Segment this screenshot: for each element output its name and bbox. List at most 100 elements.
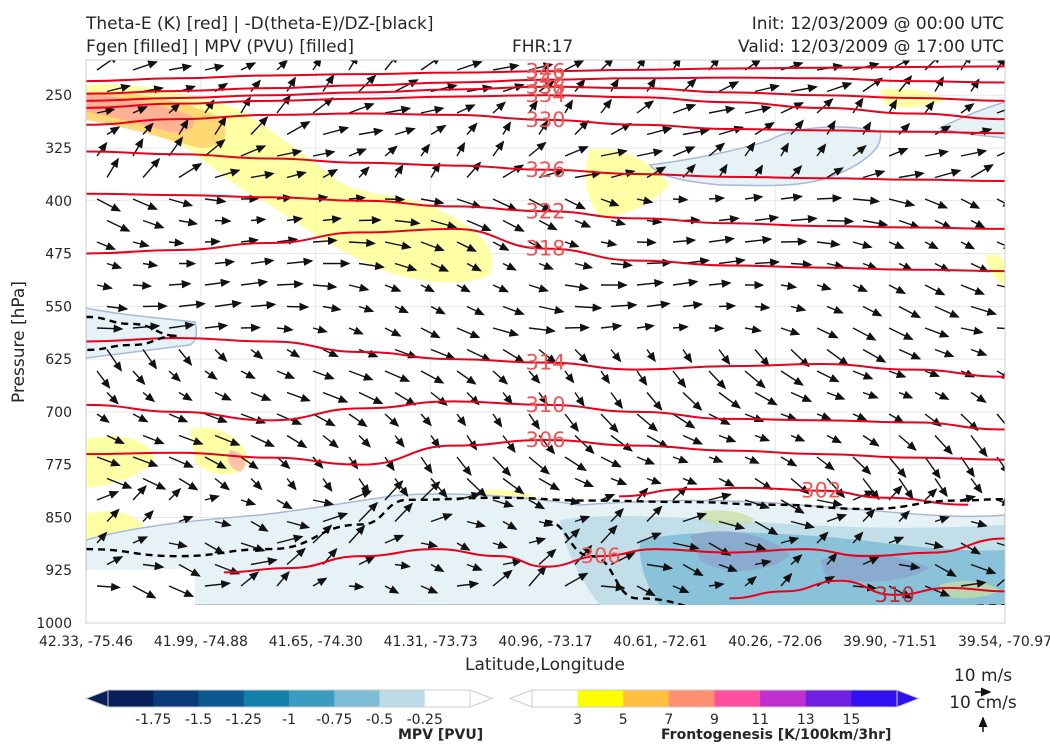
- wind-arrow: [528, 565, 547, 587]
- wind-arrow: [492, 284, 510, 293]
- wind-arrow: [718, 349, 731, 366]
- wind-arrow: [744, 325, 762, 334]
- theta-e-contour: [86, 400, 1005, 431]
- theta-e-label: 342: [525, 68, 565, 92]
- wind-arrow: [204, 580, 231, 589]
- wind-arrow: [286, 302, 310, 312]
- wind-arrow: [996, 571, 1005, 587]
- wind-arrow: [384, 145, 398, 157]
- mpv-tick-label: -1: [282, 712, 296, 728]
- wind-arrow: [178, 349, 193, 366]
- wind-arrow: [826, 513, 848, 523]
- wind-arrow: [358, 74, 377, 93]
- wind-arrow: [456, 104, 476, 114]
- wind-arrow: [214, 434, 241, 446]
- wind-arrow: [528, 141, 547, 157]
- theta-e-contour: [86, 65, 1005, 83]
- wind-arrow: [178, 434, 204, 446]
- wind-arrow: [826, 434, 843, 444]
- wind-arrow: [708, 142, 726, 157]
- mpv-tick-label: -1.75: [135, 712, 171, 728]
- wind-arrow: [672, 278, 699, 287]
- wind-arrow: [384, 480, 404, 501]
- wind-arrow: [960, 456, 975, 478]
- below-ground-band: [86, 605, 1005, 623]
- wind-arrow: [420, 456, 433, 474]
- wind-arrow: [142, 349, 158, 370]
- wind-arrow: [204, 196, 227, 205]
- wind-arrow: [600, 493, 616, 502]
- x-axis-label: Latitude,Longitude: [465, 655, 625, 675]
- wind-arrow: [466, 348, 492, 362]
- colorbar-swatch: [577, 690, 624, 707]
- wind-arrow: [538, 518, 554, 528]
- wind-arrow: [708, 370, 727, 390]
- wind-arrow: [348, 326, 364, 335]
- wind-arrow: [996, 151, 1005, 157]
- mpv-tick-label: -0.25: [407, 712, 443, 728]
- wind-arrow: [538, 548, 557, 566]
- wind-arrow: [528, 100, 538, 114]
- wind-arrow: [924, 488, 938, 501]
- fgen-tick-label: 13: [797, 712, 815, 728]
- theta-e-contour: [86, 112, 1005, 135]
- wind-arrow: [214, 477, 230, 491]
- wind-arrow: [250, 300, 277, 310]
- wind-arrow: [420, 143, 431, 157]
- wind-arrow: [636, 279, 665, 288]
- wind-arrow: [790, 520, 815, 530]
- wind-arrow: [852, 370, 874, 380]
- wind-arrow: [106, 303, 129, 313]
- fgen-tick-label: 3: [573, 712, 582, 728]
- wind-arrow: [970, 305, 997, 316]
- x-tick-label: 41.99, -74.88: [154, 634, 248, 650]
- wind-arrow: [862, 305, 883, 317]
- wind-arrow: [466, 435, 478, 451]
- fgen-region: [985, 254, 1005, 285]
- wind-arrow: [996, 105, 1005, 114]
- mpv-tick-label: -0.5: [366, 712, 393, 728]
- wind-arrow: [348, 413, 368, 428]
- wind-arrow: [646, 392, 663, 411]
- wind-arrow: [250, 79, 261, 92]
- mpv-colorbar-label: MPV [PVU]: [398, 727, 484, 743]
- wind-arrow: [106, 434, 125, 445]
- wind-arrow: [420, 585, 439, 594]
- wind-arrow: [862, 434, 880, 447]
- wind-arrow: [924, 198, 949, 209]
- wind-arrow: [744, 576, 757, 587]
- vector-reference: 10 m/s 10 cm/s: [949, 666, 1017, 732]
- wind-arrow: [492, 370, 509, 385]
- wind-arrow: [178, 563, 201, 577]
- horizontal-reference-label: 10 m/s: [954, 666, 1012, 686]
- wind-arrow: [204, 322, 229, 331]
- wind-arrow: [934, 305, 960, 318]
- wind-arrow: [636, 148, 664, 157]
- wind-arrow: [600, 524, 618, 544]
- wind-arrow: [276, 60, 289, 71]
- wind-arrow: [862, 219, 889, 228]
- wind-arrow: [528, 499, 546, 510]
- wind-arrow: [358, 127, 384, 136]
- wind-arrow: [312, 149, 336, 158]
- wind-arrow: [132, 60, 158, 71]
- wind-arrow: [132, 485, 147, 501]
- wind-arrow: [862, 390, 879, 399]
- wind-arrow: [790, 554, 803, 566]
- wind-arrow: [574, 434, 595, 455]
- wind-arrow: [852, 412, 868, 421]
- wind-arrow: [862, 121, 872, 135]
- terrain-mask: [86, 568, 195, 605]
- wind-arrow: [322, 512, 349, 523]
- wind-arrow: [384, 60, 399, 71]
- wind-arrow: [960, 284, 986, 295]
- wind-arrow: [492, 413, 503, 428]
- wind-arrow: [898, 390, 914, 399]
- wind-arrow: [250, 257, 275, 266]
- wind-arrow: [250, 478, 263, 491]
- wind-arrow: [754, 302, 771, 312]
- wind-arrow: [430, 124, 447, 136]
- wind-arrow: [178, 300, 206, 309]
- wind-arrow: [934, 76, 944, 92]
- wind-arrow: [466, 477, 487, 498]
